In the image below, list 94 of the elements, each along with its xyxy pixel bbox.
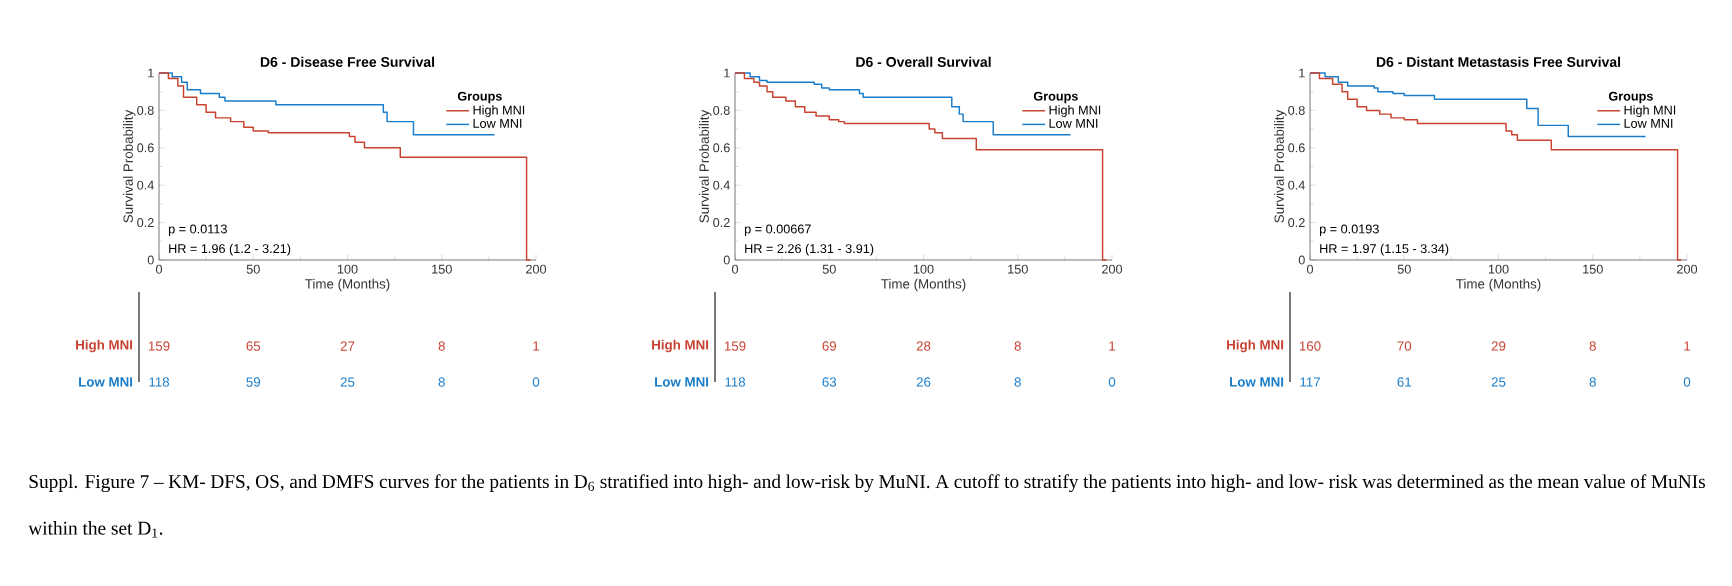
text: 61: [1397, 377, 1412, 387]
x-axis-title: Time (Months): [305, 278, 390, 292]
x-tick-label: 150: [1583, 264, 1603, 274]
y-tick-label: 0.8: [1288, 105, 1305, 115]
text: 160: [1299, 341, 1321, 351]
x-tick-label: 200: [1102, 264, 1123, 274]
y-tick-label: 0.6: [713, 143, 730, 153]
text: 28: [916, 341, 931, 351]
legend-label: High MNI: [473, 105, 525, 118]
text: 63: [822, 377, 837, 387]
annotation: p = 0.00667: [744, 224, 811, 236]
legend-title: Groups: [1033, 91, 1078, 104]
text: 159: [724, 341, 746, 351]
text: 8: [1014, 341, 1021, 351]
x-tick-label: 50: [1397, 264, 1411, 274]
text: 59: [246, 377, 261, 387]
y-axis-title: Survival Probability: [123, 109, 136, 223]
legend-label: Low MNI: [1049, 119, 1098, 128]
text: 0: [1108, 377, 1116, 387]
y-tick-label: 0.2: [137, 218, 154, 228]
y-tick-label: 0.6: [137, 143, 154, 153]
text: 118: [149, 377, 170, 387]
text: High MNI: [1227, 339, 1284, 353]
y-tick-label: 0: [723, 255, 730, 265]
text: 117: [1300, 377, 1320, 387]
text: 159: [148, 341, 170, 351]
text: 0: [1683, 377, 1691, 387]
y-tick-label: 0.8: [137, 105, 154, 115]
y-tick-label: 1: [724, 68, 730, 78]
y-tick-label: 0.4: [1288, 180, 1305, 190]
text: 8: [438, 341, 445, 351]
text: 29: [1491, 341, 1506, 351]
text: Low MNI: [79, 377, 133, 387]
y-tick-label: 0.2: [1288, 218, 1305, 228]
y-axis-title: Survival Probability: [1274, 109, 1287, 223]
annotation: p = 0.0113: [168, 224, 227, 236]
x-tick-label: 200: [526, 264, 547, 274]
x-axis-title: Time (Months): [881, 278, 966, 292]
annotation: HR = 1.96 (1.2 - 3.21): [169, 243, 291, 256]
text: 1: [1684, 341, 1691, 351]
x-tick-label: 150: [1008, 264, 1028, 274]
text: 8: [1589, 377, 1596, 387]
y-tick-label: 0.8: [713, 105, 730, 115]
text: 8: [1014, 377, 1021, 387]
text: 8: [438, 377, 445, 387]
text: Suppl. Figure 7 – KM- DFS, OS, and DMFS curves for the patients in D$_{6}$ stratified into high- and low-risk by MuNI. A cutoff to stratify the patients into high- and low- risk was determined as the mean value of MuNIs within the set D$_{1}$.: [28, 474, 1705, 538]
x-tick-label: 50: [822, 264, 836, 274]
text: 26: [916, 377, 931, 387]
y-tick-label: 0.4: [713, 180, 730, 190]
text: 25: [340, 377, 355, 387]
text: 0: [532, 377, 540, 387]
text: 1: [1109, 341, 1116, 351]
x-tick-label: 100: [913, 264, 934, 274]
text: High MNI: [76, 339, 133, 353]
x-tick-label: 200: [1677, 264, 1698, 274]
chart-title: D6 - Overall Survival: [856, 56, 991, 67]
text: High MNI: [652, 339, 709, 353]
x-tick-label: 150: [432, 264, 452, 274]
text: Low MNI: [655, 377, 709, 387]
y-tick-label: 0.6: [1288, 143, 1305, 153]
legend-title: Groups: [1608, 91, 1653, 104]
x-tick-label: 100: [337, 264, 358, 274]
y-tick-label: 1: [148, 68, 154, 78]
legend-label: Low MNI: [1624, 119, 1673, 128]
y-tick-label: 0: [147, 255, 154, 265]
text: 8: [1589, 341, 1596, 351]
x-tick-label: 50: [246, 264, 260, 274]
x-tick-label: 0: [1306, 264, 1314, 274]
text: 1: [533, 341, 540, 351]
text: 27: [340, 341, 355, 351]
y-tick-label: 1: [1299, 68, 1305, 78]
text: 65: [246, 341, 261, 351]
text: 69: [822, 341, 837, 351]
y-tick-label: 0.2: [713, 218, 730, 228]
x-tick-label: 100: [1488, 264, 1509, 274]
y-axis-title: Survival Probability: [699, 109, 712, 223]
chart-title: D6 - Disease Free Survival: [260, 56, 435, 67]
annotation: p = 0.0193: [1319, 224, 1379, 236]
x-tick-label: 0: [731, 264, 739, 274]
text: 70: [1397, 341, 1412, 351]
y-tick-label: 0.4: [137, 180, 154, 190]
legend-label: Low MNI: [473, 119, 522, 128]
legend-title: Groups: [457, 91, 502, 104]
text: Low MNI: [1230, 377, 1284, 387]
chart-title: D6 - Distant Metastasis Free Survival: [1376, 56, 1621, 67]
annotation: HR = 1.97 (1.15 - 3.34): [1320, 243, 1449, 256]
annotation: HR = 2.26 (1.31 - 3.91): [745, 243, 874, 256]
text: 25: [1491, 377, 1506, 387]
legend-label: High MNI: [1624, 105, 1676, 118]
y-tick-label: 0: [1298, 255, 1305, 265]
text: 118: [725, 377, 746, 387]
legend-label: High MNI: [1049, 105, 1101, 118]
x-tick-label: 0: [155, 264, 163, 274]
x-axis-title: Time (Months): [1456, 278, 1541, 292]
